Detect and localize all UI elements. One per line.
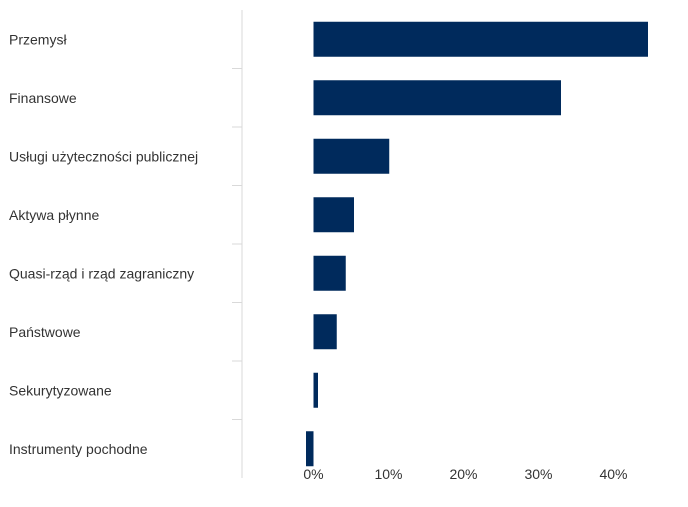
bar bbox=[313, 255, 346, 291]
category-label: Instrumenty pochodne bbox=[9, 441, 148, 457]
x-tick-label: 10% bbox=[374, 466, 402, 482]
x-tick-label: 30% bbox=[524, 466, 552, 482]
category-label: Usługi użyteczności publicznej bbox=[9, 148, 198, 164]
category-label: Przemysł bbox=[9, 31, 67, 47]
bar bbox=[313, 80, 561, 116]
x-tick-label: 20% bbox=[449, 466, 477, 482]
x-tick-label: 0% bbox=[303, 466, 323, 482]
bar bbox=[313, 372, 318, 408]
bar bbox=[313, 314, 337, 350]
category-label: Sekurytyzowane bbox=[9, 382, 112, 398]
x-tick-label: 40% bbox=[599, 466, 627, 482]
category-axis bbox=[232, 10, 243, 478]
bar bbox=[306, 431, 314, 467]
category-label: Aktywa płynne bbox=[9, 207, 99, 223]
category-label: Państwowe bbox=[9, 324, 81, 340]
bars bbox=[306, 21, 648, 467]
bar bbox=[313, 197, 354, 233]
bar bbox=[313, 21, 648, 57]
category-label: Quasi-rząd i rząd zagraniczny bbox=[9, 265, 194, 281]
value-axis-tick-labels: 0% 10% 20% 30% 40% bbox=[303, 466, 627, 482]
bar bbox=[313, 138, 390, 174]
category-labels: Przemysł Finansowe Usługi użyteczności pub… bbox=[9, 31, 198, 457]
category-label: Finansowe bbox=[9, 90, 77, 106]
